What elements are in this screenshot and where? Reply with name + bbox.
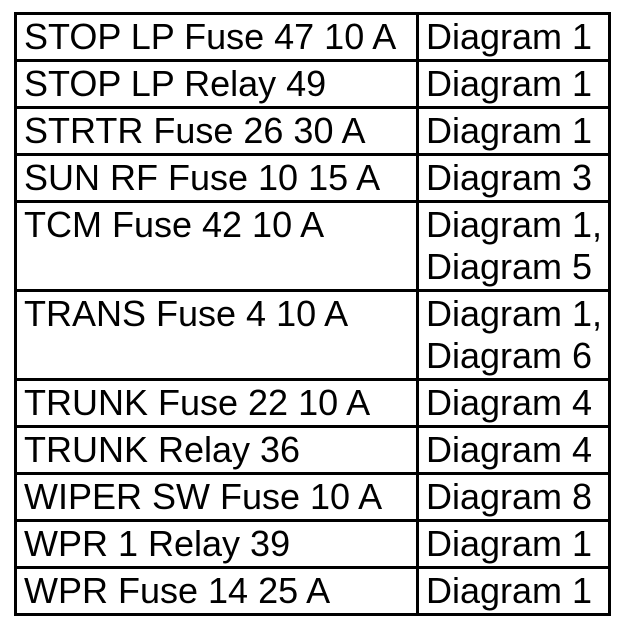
- component-cell: TRUNK Fuse 22 10 A: [14, 378, 419, 428]
- table-row: TRANS Fuse 4 10 A Diagram 1, Diagram 6: [14, 289, 611, 381]
- component-cell: TRANS Fuse 4 10 A: [14, 289, 419, 381]
- diagram-cell: Diagram 4: [416, 378, 611, 428]
- diagram-cell: Diagram 1: [416, 59, 611, 109]
- component-cell: WPR Fuse 14 25 A: [14, 566, 419, 616]
- table-row: SUN RF Fuse 10 15 A Diagram 3: [14, 153, 611, 203]
- diagram-cell: Diagram 1: [416, 12, 611, 62]
- diagram-cell: Diagram 8: [416, 472, 611, 522]
- table-row: TCM Fuse 42 10 A Diagram 1, Diagram 5: [14, 200, 611, 292]
- component-cell: STOP LP Relay 49: [14, 59, 419, 109]
- component-cell: WIPER SW Fuse 10 A: [14, 472, 419, 522]
- table-row: WPR 1 Relay 39 Diagram 1: [14, 519, 611, 569]
- component-cell: SUN RF Fuse 10 15 A: [14, 153, 419, 203]
- component-cell: STRTR Fuse 26 30 A: [14, 106, 419, 156]
- diagram-cell: Diagram 4: [416, 425, 611, 475]
- component-cell: WPR 1 Relay 39: [14, 519, 419, 569]
- diagram-cell: Diagram 1, Diagram 5: [416, 200, 611, 292]
- component-cell: STOP LP Fuse 47 10 A: [14, 12, 419, 62]
- diagram-cell: Diagram 1: [416, 566, 611, 616]
- table-row: WPR Fuse 14 25 A Diagram 1: [14, 566, 611, 616]
- component-cell: TCM Fuse 42 10 A: [14, 200, 419, 292]
- diagram-cell: Diagram 1, Diagram 6: [416, 289, 611, 381]
- table-row: TRUNK Relay 36 Diagram 4: [14, 425, 611, 475]
- diagram-cell: Diagram 1: [416, 106, 611, 156]
- table-row: STOP LP Relay 49 Diagram 1: [14, 59, 611, 109]
- table-row: STOP LP Fuse 47 10 A Diagram 1: [14, 12, 611, 62]
- diagram-cell: Diagram 1: [416, 519, 611, 569]
- table-row: WIPER SW Fuse 10 A Diagram 8: [14, 472, 611, 522]
- fuse-diagram-table: STOP LP Fuse 47 10 A Diagram 1 STOP LP R…: [14, 12, 611, 616]
- component-cell: TRUNK Relay 36: [14, 425, 419, 475]
- diagram-cell: Diagram 3: [416, 153, 611, 203]
- table-row: TRUNK Fuse 22 10 A Diagram 4: [14, 378, 611, 428]
- table-row: STRTR Fuse 26 30 A Diagram 1: [14, 106, 611, 156]
